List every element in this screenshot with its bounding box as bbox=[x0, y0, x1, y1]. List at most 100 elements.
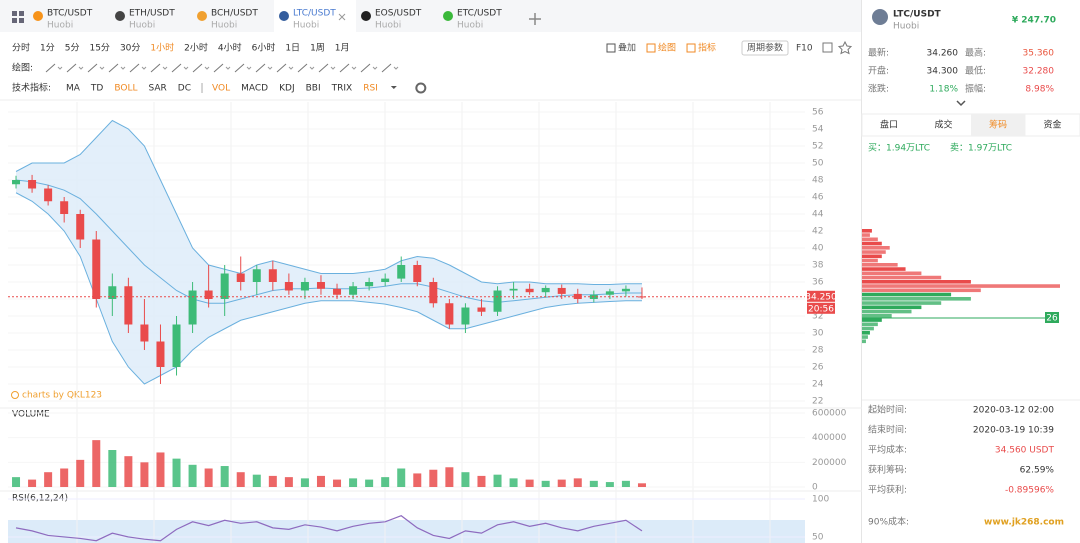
interval[interactable]: 1月 bbox=[335, 43, 350, 54]
indicator[interactable]: BBI bbox=[306, 84, 321, 94]
candle-body bbox=[268, 269, 277, 282]
candle-body bbox=[76, 214, 85, 240]
volume-bar bbox=[397, 468, 406, 487]
chip-bar bbox=[862, 275, 942, 280]
y-tick-label: 48 bbox=[812, 176, 824, 186]
period-button[interactable] bbox=[741, 40, 789, 56]
add-tab[interactable] bbox=[529, 13, 541, 25]
candle-body bbox=[60, 201, 69, 214]
interval[interactable]: 30分 bbox=[120, 43, 140, 54]
interval[interactable]: 5分 bbox=[65, 43, 80, 54]
tab-symbol[interactable]: LTC/USDT bbox=[293, 9, 336, 19]
tool-caret bbox=[246, 66, 252, 70]
chip-bar bbox=[862, 326, 874, 331]
candle-body bbox=[509, 288, 518, 291]
close-tab[interactable] bbox=[338, 13, 346, 21]
interval[interactable]: 15分 bbox=[89, 43, 109, 54]
indicator[interactable]: VOL bbox=[212, 84, 230, 94]
interval[interactable]: 1日 bbox=[285, 43, 300, 54]
interval[interactable]: 1小时 bbox=[150, 42, 174, 54]
candle-body bbox=[381, 278, 390, 282]
tab-symbol[interactable]: ETC/USDT bbox=[457, 9, 502, 19]
draw-tool[interactable] bbox=[87, 63, 98, 73]
draw-tool[interactable] bbox=[150, 63, 161, 73]
chip-bar bbox=[862, 297, 971, 301]
tool-icon bbox=[686, 43, 696, 53]
side-tab[interactable]: 成交 bbox=[934, 119, 952, 131]
indicator[interactable]: KDJ bbox=[279, 84, 295, 94]
draw-tool[interactable] bbox=[192, 63, 203, 73]
draw-tool[interactable] bbox=[318, 63, 329, 73]
draw-tool[interactable] bbox=[213, 63, 224, 73]
tab-symbol[interactable]: ETH/USDT bbox=[129, 9, 175, 19]
draw-tool[interactable] bbox=[339, 63, 350, 73]
draw-tool[interactable] bbox=[108, 63, 119, 73]
chip-bar bbox=[862, 318, 882, 322]
rsi-band bbox=[8, 520, 805, 543]
volume-bar bbox=[316, 475, 325, 487]
draw-tool[interactable] bbox=[234, 63, 245, 73]
expand-chevron[interactable] bbox=[956, 100, 966, 107]
star-icon[interactable] bbox=[837, 40, 853, 55]
interval[interactable]: 1分 bbox=[40, 43, 55, 54]
y-tick-label: 36 bbox=[812, 278, 824, 288]
draw-tool[interactable] bbox=[297, 63, 308, 73]
indicator-label: 技术指标: bbox=[12, 82, 51, 94]
chip-bar bbox=[862, 335, 868, 339]
draw-tool[interactable] bbox=[45, 63, 56, 73]
tool-caret bbox=[288, 66, 294, 70]
draw-tool[interactable] bbox=[171, 63, 182, 73]
indicator[interactable]: TD bbox=[90, 84, 103, 94]
tool[interactable]: 指标 bbox=[698, 42, 716, 54]
draw-tool[interactable] bbox=[381, 63, 392, 73]
tool-caret bbox=[267, 66, 273, 70]
interval[interactable]: 4小时 bbox=[218, 42, 242, 54]
boll-band bbox=[16, 120, 642, 384]
side-tab[interactable]: 盘口 bbox=[880, 119, 898, 131]
tool[interactable]: 叠加 bbox=[618, 43, 636, 54]
draw-tool[interactable] bbox=[255, 63, 266, 73]
indicator[interactable]: SAR bbox=[149, 84, 167, 94]
candle-body bbox=[220, 273, 229, 299]
side-tab[interactable]: 资金 bbox=[1043, 119, 1061, 131]
draw-tool[interactable] bbox=[129, 63, 140, 73]
volume-bar bbox=[28, 479, 37, 487]
chip-bar bbox=[862, 246, 890, 250]
tab-symbol[interactable]: BCH/USDT bbox=[211, 9, 258, 19]
indicator[interactable]: BOLL bbox=[114, 84, 137, 94]
draw-tool[interactable] bbox=[66, 63, 77, 73]
interval[interactable]: 分时 bbox=[12, 42, 30, 54]
rsi-title: RSI(6,12,24) bbox=[12, 494, 68, 504]
indicator[interactable]: DC bbox=[178, 84, 191, 94]
indicator[interactable]: MACD bbox=[241, 84, 268, 94]
interval[interactable]: 2小时 bbox=[184, 42, 208, 54]
tab-exchange: Huobi bbox=[375, 21, 401, 31]
settings-icon[interactable] bbox=[415, 82, 427, 94]
indicator[interactable]: TRIX bbox=[331, 84, 353, 94]
interval[interactable]: 1周 bbox=[310, 43, 325, 54]
y-tick-label: 28 bbox=[812, 346, 824, 356]
indicator-caret[interactable] bbox=[390, 86, 397, 89]
volume-bar bbox=[172, 458, 181, 487]
side-tab[interactable]: 筹码 bbox=[989, 119, 1007, 131]
y-tick-label: 600000 bbox=[812, 409, 847, 419]
y-tick-label: 200000 bbox=[812, 458, 847, 468]
draw-tool[interactable] bbox=[276, 63, 287, 73]
tab-symbol[interactable]: BTC/USDT bbox=[47, 9, 93, 19]
tool-caret bbox=[162, 66, 168, 70]
chip-bar bbox=[862, 314, 892, 318]
fullscreen-icon[interactable] bbox=[822, 42, 833, 53]
candle-body bbox=[429, 282, 438, 304]
period-button-label[interactable]: 周期参数 bbox=[747, 42, 783, 54]
draw-tool[interactable] bbox=[360, 63, 371, 73]
indicator[interactable]: MA bbox=[66, 84, 81, 94]
indicator[interactable]: RSI bbox=[363, 84, 378, 94]
tab-symbol[interactable]: EOS/USDT bbox=[375, 9, 422, 19]
y-tick-label: 54 bbox=[812, 125, 824, 135]
stat-value: 34.260 bbox=[927, 49, 959, 59]
interval[interactable]: 6小时 bbox=[252, 42, 276, 54]
f10[interactable]: F10 bbox=[796, 44, 813, 54]
tool[interactable]: 绘图 bbox=[658, 42, 676, 54]
candle-body bbox=[621, 288, 630, 292]
price-tag: 34.250 bbox=[805, 292, 837, 302]
